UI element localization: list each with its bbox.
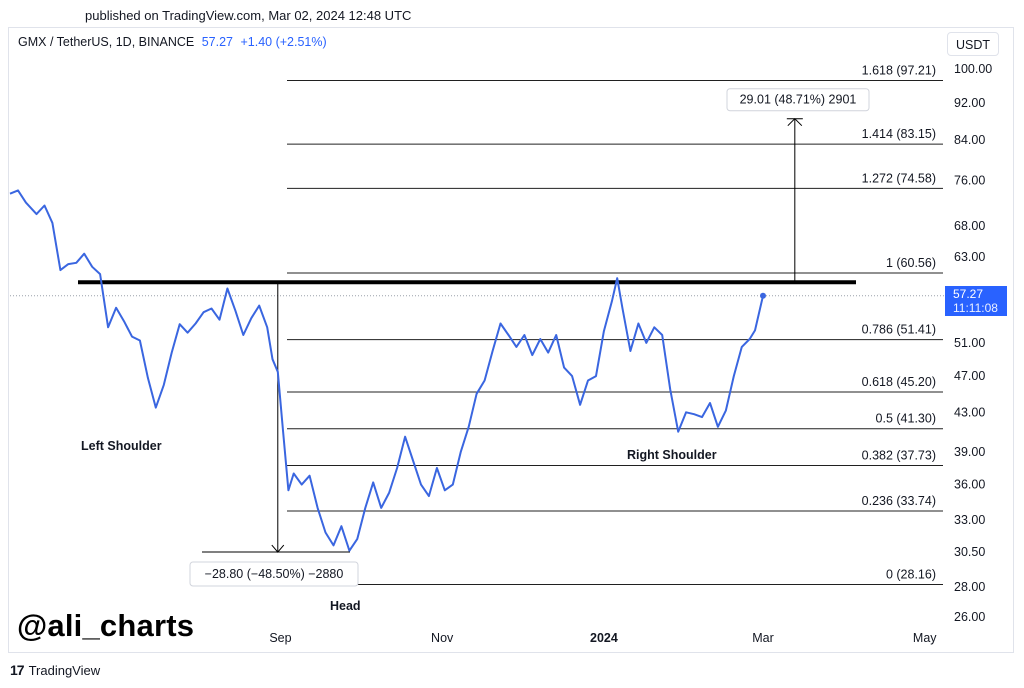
last-price-value: 57.27	[953, 287, 984, 301]
y-tick-label: 33.00	[954, 513, 985, 527]
y-tick-label: 84.00	[954, 133, 985, 147]
fib-level-label: 0.236 (33.74)	[862, 494, 936, 508]
target-measure-box	[726, 88, 870, 112]
x-tick-label: Mar	[752, 631, 774, 645]
fib-level-label: 1.618 (97.21)	[862, 64, 936, 78]
target-measure-label: 29.01 (48.71%) 2901	[740, 93, 857, 107]
depth-measure-label: −28.80 (−48.50%) −2880	[205, 567, 344, 581]
published-caption: published on TradingView.com, Mar 02, 20…	[85, 8, 412, 23]
fib-level-label: 0.618 (45.20)	[862, 375, 936, 389]
y-tick-label: 63.00	[954, 250, 985, 264]
fib-level-label: 0.786 (51.41)	[862, 323, 936, 337]
pattern-annotation: Right Shoulder	[627, 448, 717, 462]
y-tick-label: 36.00	[954, 478, 985, 492]
x-tick-label: May	[913, 631, 937, 645]
y-tick-label: 43.00	[954, 405, 985, 419]
depth-measure-box	[189, 561, 359, 587]
last-price-dot	[760, 292, 766, 299]
tradingview-logo[interactable]: 17 TradingView	[10, 662, 100, 678]
currency-button[interactable]: USDT	[947, 32, 999, 56]
y-tick-label: 26.00	[954, 610, 985, 624]
y-tick-label: 100.00	[954, 62, 992, 76]
x-tick-label: Nov	[431, 631, 454, 645]
price-series-line	[9, 189, 764, 552]
symbol-name: GMX / TetherUS, 1D, BINANCE	[18, 35, 195, 49]
y-tick-label: 51.00	[954, 336, 985, 350]
fib-level-label: 0.5 (41.30)	[876, 412, 936, 426]
x-tick-label: Sep	[269, 631, 291, 645]
pattern-annotation: Head	[330, 599, 361, 613]
y-tick-label: 76.00	[954, 174, 985, 188]
symbol-legend[interactable]: GMX / TetherUS, 1D, BINANCE 57.27 +1.40 …	[18, 35, 327, 49]
fib-level-label: 0 (28.16)	[886, 568, 936, 582]
fib-level-label: 1.414 (83.15)	[862, 127, 936, 141]
last-price: 57.27	[201, 35, 233, 49]
y-tick-label: 39.00	[954, 445, 985, 459]
bar-countdown: 11:11:08	[953, 301, 998, 315]
chart-frame	[8, 27, 1014, 653]
author-watermark: @ali_charts	[17, 608, 195, 643]
fib-level-label: 0.382 (37.73)	[862, 449, 936, 463]
last-price-label: 57.27 11:11:08	[945, 286, 1007, 316]
y-tick-label: 28.00	[954, 580, 985, 594]
price-change: +1.40 (+2.51%)	[240, 35, 327, 49]
tradingview-logo-icon: 17	[10, 662, 25, 678]
fib-level-label: 1.272 (74.58)	[862, 171, 936, 185]
y-tick-label: 92.00	[954, 96, 985, 110]
y-tick-label: 47.00	[954, 369, 985, 383]
y-tick-label: 68.00	[954, 219, 985, 233]
x-tick-label: 2024	[590, 631, 618, 645]
y-tick-label: 30.50	[954, 545, 985, 559]
tradingview-logo-text: TradingView	[28, 662, 101, 678]
fib-level-label: 1 (60.56)	[886, 256, 936, 270]
pattern-annotation: Left Shoulder	[81, 439, 162, 453]
